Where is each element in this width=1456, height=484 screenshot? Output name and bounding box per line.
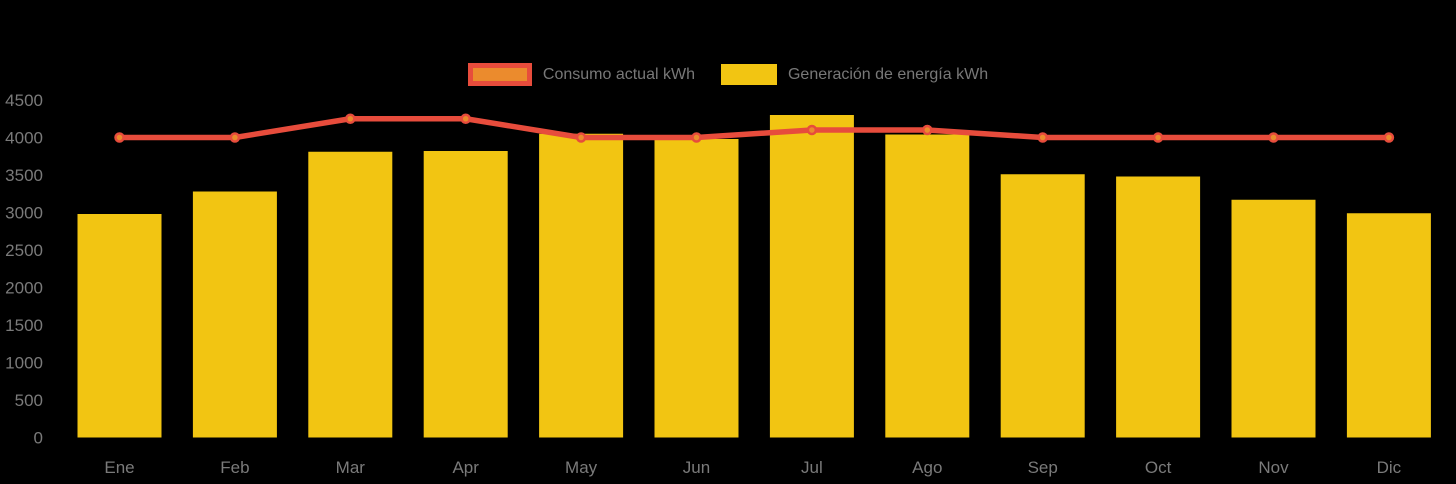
x-axis-label-sep: Sep	[1028, 458, 1058, 477]
x-axis-label-dic: Dic	[1377, 458, 1402, 477]
point-jun[interactable]	[691, 132, 702, 143]
x-axis-label-oct: Oct	[1145, 458, 1172, 477]
x-axis-label-jun: Jun	[683, 458, 710, 477]
y-axis-tick-label: 2000	[5, 279, 43, 298]
point-jul[interactable]	[806, 124, 818, 136]
generacion-bar-swatch-icon	[720, 64, 777, 85]
y-axis-tick-label: 4500	[5, 91, 43, 110]
point-feb[interactable]	[229, 132, 241, 143]
chart-legend: Consumo actual kWh Generación de energía…	[0, 62, 1456, 87]
legend-item-generacion[interactable]: Generación de energía kWh	[720, 62, 989, 87]
legend-label-consumo: Consumo actual kWh	[542, 66, 695, 83]
consumo-line-swatch-icon	[467, 63, 532, 86]
x-axis-label-may: May	[565, 458, 598, 477]
bar-jul[interactable]	[769, 115, 854, 438]
bar-may[interactable]	[539, 133, 624, 438]
x-axis-label-feb: Feb	[220, 458, 249, 477]
bar-mar[interactable]	[308, 151, 393, 438]
x-axis-label-jul: Jul	[801, 458, 823, 477]
y-axis-tick-label: 1000	[5, 354, 43, 373]
x-axis-label-apr: Apr	[452, 458, 479, 477]
point-ago[interactable]	[922, 124, 933, 136]
x-axis-label-ago: Ago	[912, 458, 942, 477]
bar-dic[interactable]	[1346, 213, 1431, 438]
y-axis-tick-label: 1500	[5, 316, 43, 335]
bar-nov[interactable]	[1231, 199, 1316, 438]
point-oct[interactable]	[1152, 132, 1164, 143]
legend-label-generacion: Generación de energía kWh	[787, 66, 989, 83]
consumo-line	[116, 116, 1392, 141]
point-ene[interactable]	[114, 132, 125, 143]
y-axis-tick-label: 2500	[5, 241, 43, 260]
point-apr[interactable]	[460, 113, 471, 124]
point-nov[interactable]	[1268, 132, 1279, 143]
y-axis-tick-label: 4000	[5, 129, 43, 148]
point-dic[interactable]	[1383, 132, 1395, 143]
point-mar[interactable]	[345, 113, 356, 124]
y-axis-tick-label: 0	[34, 429, 43, 448]
bar-ene[interactable]	[77, 214, 162, 438]
point-sep[interactable]	[1037, 132, 1048, 143]
bar-ago[interactable]	[885, 134, 970, 438]
bar-sep[interactable]	[1000, 174, 1085, 438]
x-axis-label-mar: Mar	[336, 458, 366, 477]
x-axis-label-ene: Ene	[104, 458, 134, 477]
bar-feb[interactable]	[192, 191, 277, 438]
y-axis-tick-label: 3000	[5, 204, 43, 223]
bar-oct[interactable]	[1116, 176, 1201, 438]
point-may[interactable]	[575, 132, 587, 143]
bar-jun[interactable]	[654, 139, 739, 438]
legend-item-consumo[interactable]: Consumo actual kWh	[467, 62, 695, 87]
y-axis-tick-label: 500	[15, 391, 43, 410]
y-axis-tick-label: 3500	[5, 166, 43, 185]
x-axis-label-nov: Nov	[1258, 458, 1289, 477]
bar-apr[interactable]	[423, 151, 508, 438]
